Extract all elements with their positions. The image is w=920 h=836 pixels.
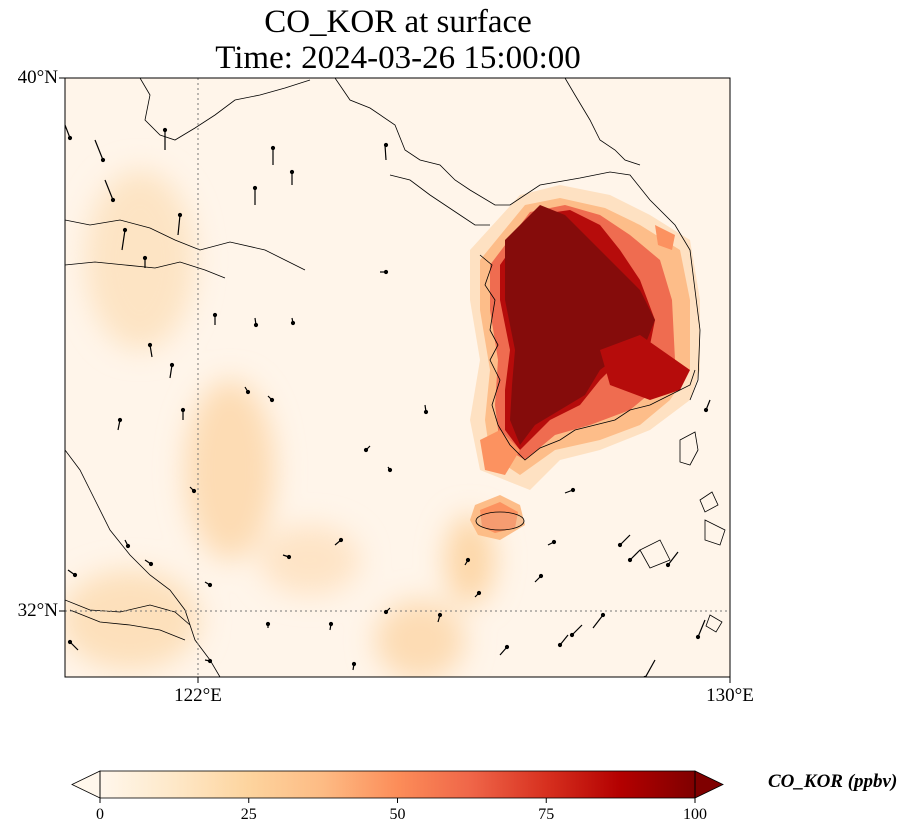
lon-label-130e: 130°E: [706, 685, 754, 706]
colorbar-tick-label: 50: [389, 806, 406, 823]
axis-ticks: [59, 77, 731, 683]
korea-hotspot: [470, 185, 700, 540]
colorbar: [71, 770, 724, 803]
gridlines: [65, 78, 730, 677]
map-area: [65, 78, 730, 677]
concentration-field-plumes: [65, 170, 495, 677]
map-frame: [64, 77, 731, 678]
colorbar-max-extend: [694, 770, 724, 799]
colorbar-tick-label: 0: [96, 806, 104, 823]
colorbar-tick-label: 100: [683, 806, 707, 823]
lon-label-122e: 122°E: [174, 685, 222, 706]
colorbar-gradient: [100, 771, 695, 798]
lat-label-40n: 40°N: [17, 67, 58, 88]
colorbar-tick-label: 25: [240, 806, 257, 823]
coastlines: [65, 78, 726, 677]
map-title: CO_KOR at surface: [264, 4, 532, 40]
lat-label-32n: 32°N: [17, 600, 58, 621]
wind-vectors: [65, 124, 711, 677]
colorbar-min-extend: [71, 770, 101, 799]
colorbar-label: CO_KOR (ppbv): [768, 771, 898, 792]
colorbar-tick-label: 75: [538, 806, 555, 823]
map-subtitle: Time: 2024-03-26 15:00:00: [215, 40, 581, 76]
